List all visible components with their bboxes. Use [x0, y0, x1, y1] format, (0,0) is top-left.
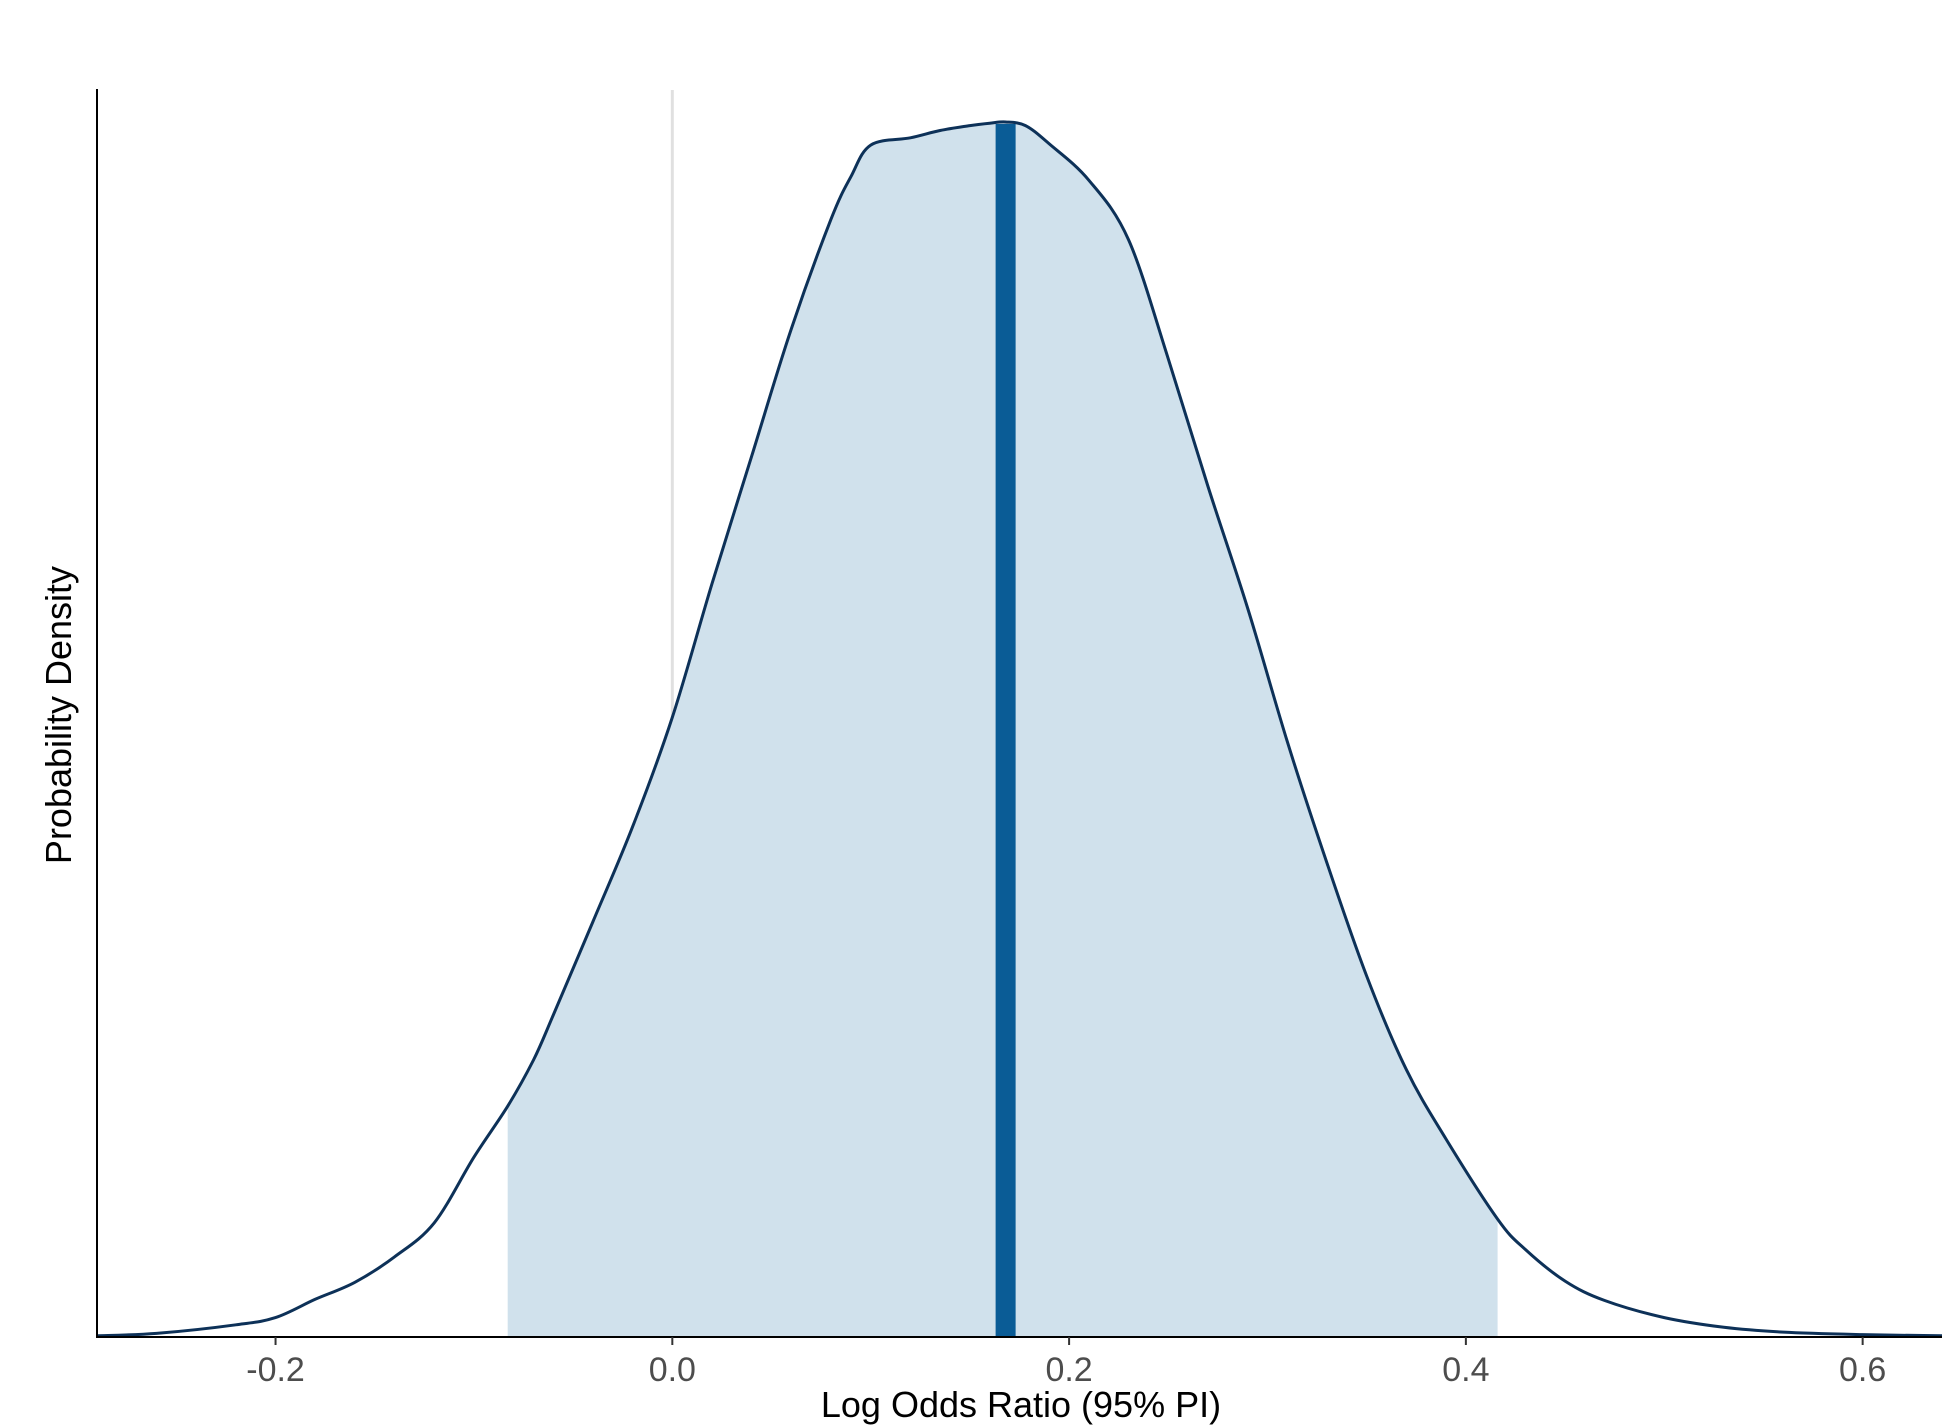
- x-tick-label: -0.2: [246, 1351, 305, 1389]
- y-axis-title: Probability Density: [38, 566, 79, 864]
- x-tick-label: 0.0: [649, 1351, 696, 1389]
- x-tick-label: 0.4: [1442, 1351, 1489, 1389]
- x-tick-label: 0.6: [1839, 1351, 1886, 1389]
- density-curve: [96, 120, 1942, 1338]
- x-axis-title: Log Odds Ratio (95% PI): [821, 1384, 1221, 1425]
- x-tick-label: 0.2: [1045, 1351, 1092, 1389]
